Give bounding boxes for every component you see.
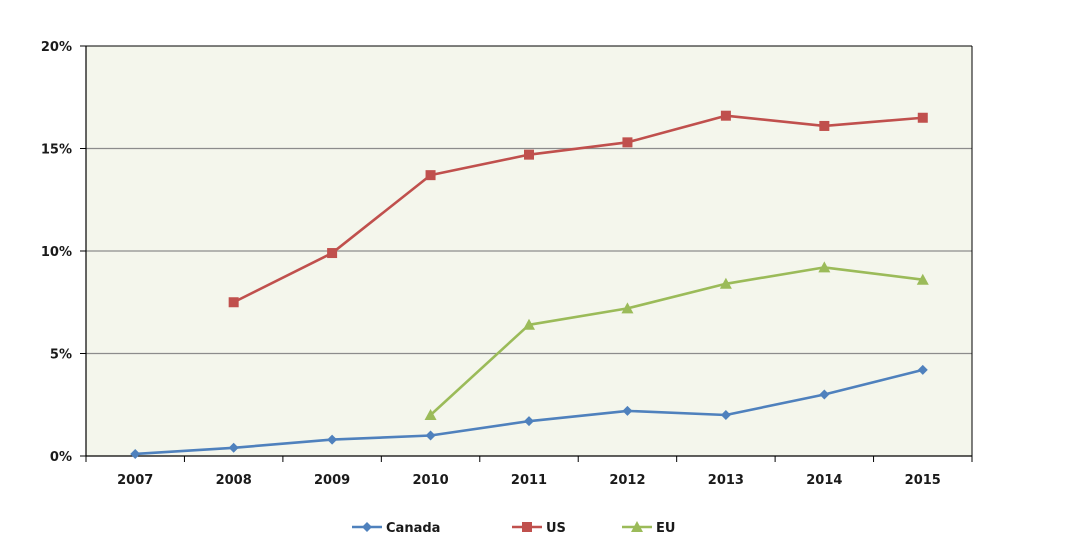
legend-label-eu: EU xyxy=(656,521,675,536)
y-tick-label: 0% xyxy=(50,450,72,465)
legend-label-canada: Canada xyxy=(386,521,440,536)
data-point-us xyxy=(327,248,338,259)
data-point-eu xyxy=(424,409,437,420)
data-point-canada xyxy=(228,442,239,453)
y-tick-labels: 0% 5% 10% 15% 20% xyxy=(41,40,72,465)
legend-marker-eu xyxy=(631,521,643,532)
x-tick-label: 2011 xyxy=(511,473,547,488)
data-point-eu xyxy=(621,302,634,314)
x-tick-label: 2012 xyxy=(609,473,645,488)
series-markers xyxy=(130,110,929,459)
x-tick-label: 2013 xyxy=(708,473,744,488)
y-tick-label: 5% xyxy=(50,348,72,363)
x-tick-label: 2007 xyxy=(117,473,153,488)
data-point-canada xyxy=(819,389,830,400)
x-tick-label: 2010 xyxy=(412,473,448,488)
x-tick-label: 2008 xyxy=(216,473,252,488)
legend-label-us: US xyxy=(546,521,566,536)
data-point-us xyxy=(720,110,731,121)
data-point-canada xyxy=(524,416,534,427)
legend-marker-us xyxy=(522,522,532,532)
x-tick-label: 2009 xyxy=(314,473,350,488)
data-point-canada xyxy=(917,364,928,375)
data-point-us xyxy=(819,120,830,131)
data-point-eu xyxy=(818,261,831,273)
data-point-eu xyxy=(523,318,535,330)
x-tick-label: 2015 xyxy=(905,473,941,488)
gridlines xyxy=(80,45,972,457)
series-line-eu xyxy=(429,266,923,416)
data-point-canada xyxy=(720,410,731,420)
data-point-us xyxy=(524,149,534,160)
data-point-us xyxy=(622,137,633,148)
data-point-us xyxy=(917,112,928,123)
x-tick-labels: 2007 2008 2009 2010 2011 2012 2013 2014 2015 xyxy=(117,473,941,488)
data-point-us xyxy=(228,297,239,308)
legend-marker-canada xyxy=(362,522,372,532)
y-tick-label: 15% xyxy=(41,143,72,158)
data-point-canada xyxy=(425,430,436,441)
y-tick-label: 20% xyxy=(41,40,72,55)
series-line-us xyxy=(233,114,923,304)
x-tick-label: 2014 xyxy=(806,473,842,488)
data-point-eu xyxy=(916,273,929,285)
y-tick-label: 10% xyxy=(41,245,72,260)
data-point-canada xyxy=(327,434,338,445)
data-point-eu xyxy=(719,277,732,289)
data-point-canada xyxy=(622,405,633,416)
legend: Canada US EU xyxy=(352,521,675,536)
axes xyxy=(85,45,973,462)
data-point-canada xyxy=(130,448,141,459)
data-point-us xyxy=(425,170,436,181)
